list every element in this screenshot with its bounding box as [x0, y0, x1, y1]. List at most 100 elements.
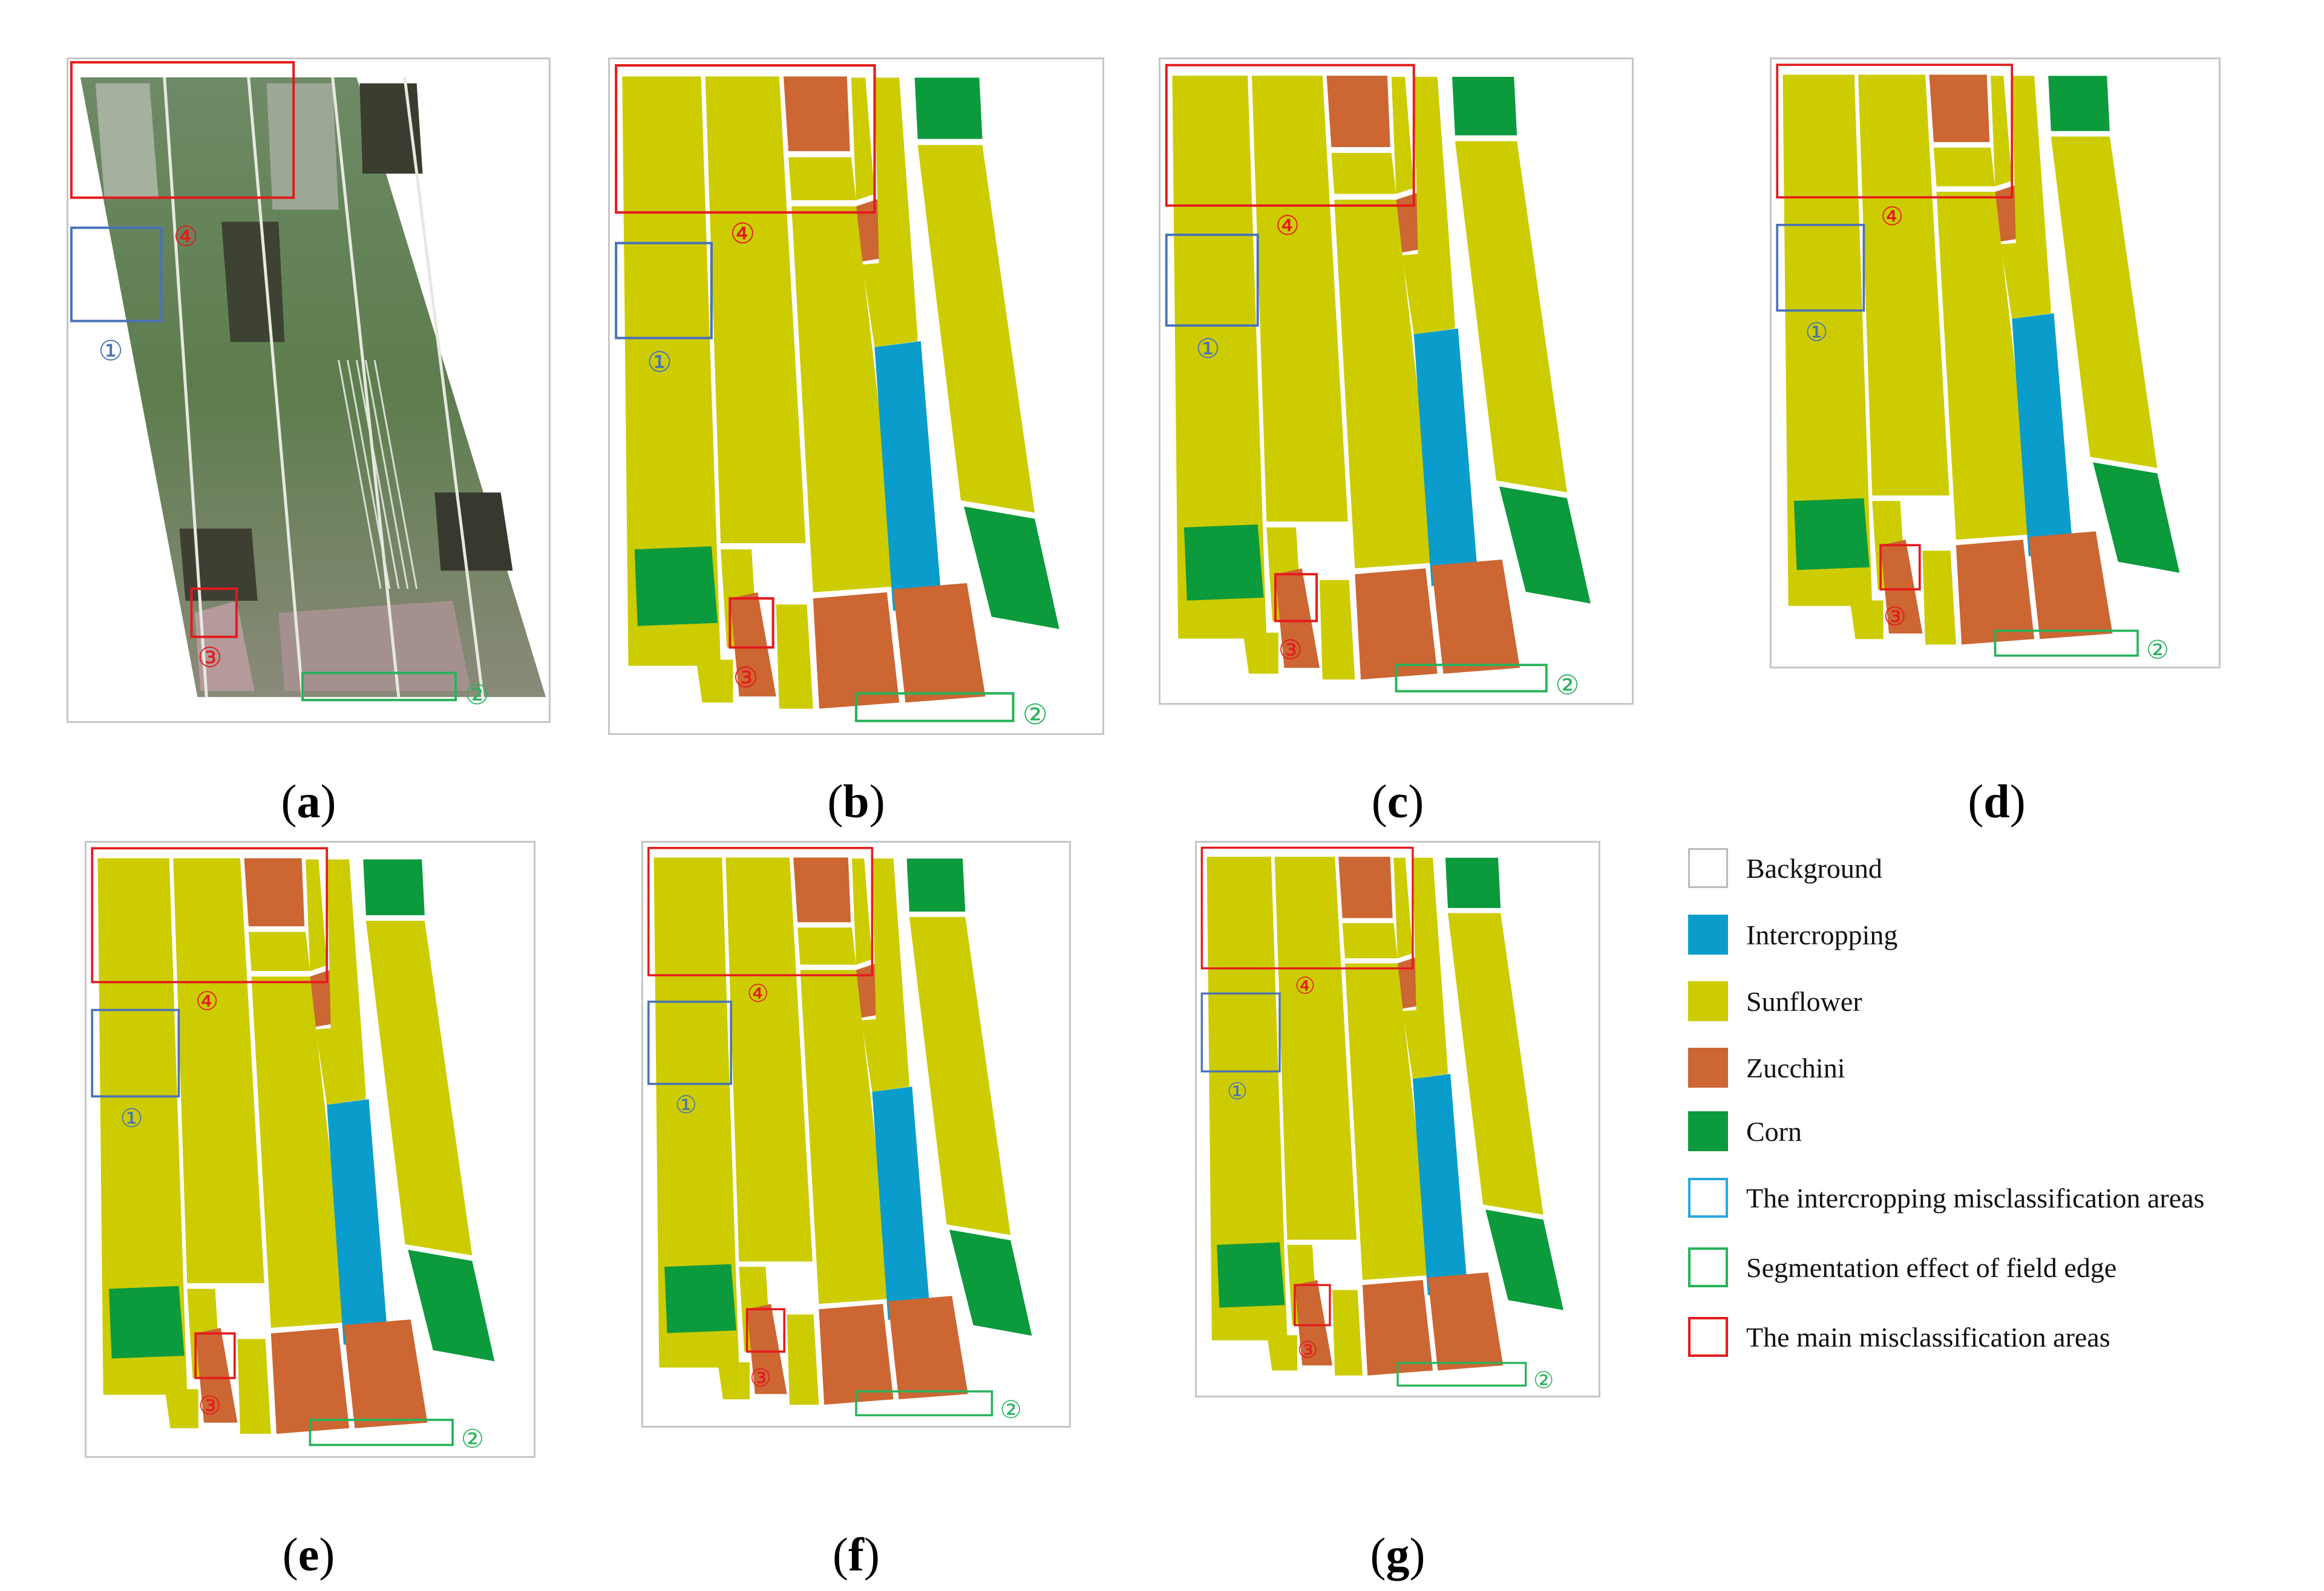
sunflower-field — [1319, 580, 1355, 680]
caption-f: (f) — [833, 1528, 880, 1581]
annotation-boxes — [1776, 64, 2139, 657]
zucchini-field — [1355, 568, 1438, 680]
corn-field — [906, 858, 966, 912]
field-parcels — [653, 857, 1032, 1405]
corn-field — [964, 506, 1059, 629]
marker-1: ① — [120, 1104, 143, 1134]
sunflower-field — [237, 1339, 271, 1434]
sunflower-field — [1243, 632, 1278, 674]
sunflower-field — [1251, 76, 1348, 522]
sunflower-field — [1858, 74, 1949, 496]
marker-4: ④ — [195, 987, 218, 1017]
sunflower-field — [917, 145, 1035, 513]
sunflower-field — [696, 659, 733, 703]
legend-item-intercropping: Intercropping — [1688, 910, 1897, 959]
classification-map: ④ ① ③ ② — [615, 64, 1059, 731]
legend-item-corn: Corn — [1688, 1107, 1802, 1155]
bright-field — [95, 83, 159, 198]
main-misclassification-box — [647, 847, 874, 976]
field-edge-box — [1396, 1362, 1527, 1387]
sunflower-field — [776, 604, 813, 709]
sunflower-field — [2051, 136, 2158, 468]
main-misclassification-box — [1274, 573, 1318, 622]
zucchini-field — [1275, 568, 1320, 668]
zucchini-field — [195, 1327, 238, 1423]
field-edge-box — [854, 692, 1015, 722]
intercropping-field — [872, 1086, 931, 1320]
sunflower-field — [1172, 76, 1267, 639]
legend-item-field-edge-box: Segmentation effect of field edge — [1688, 1243, 2116, 1292]
legend-swatch — [1688, 1317, 1728, 1357]
sunflower-field — [1206, 857, 1288, 1341]
sunflower-field — [1393, 857, 1413, 959]
main-misclassification-box — [615, 64, 876, 214]
field-parcels — [1782, 74, 2180, 645]
intercropping-field — [1413, 328, 1479, 586]
sunflower-field — [1342, 923, 1398, 959]
legend-swatch — [1688, 1247, 1728, 1287]
marker-2: ② — [2146, 635, 2169, 665]
caption-e: (e) — [282, 1528, 335, 1581]
sunflower-field — [1782, 74, 1873, 606]
sunflower-field — [1933, 148, 1995, 186]
marker-2: ② — [465, 679, 489, 711]
main-misclassification-box — [1879, 544, 1921, 591]
legend-swatch — [1688, 1178, 1728, 1218]
zucchini-field — [893, 583, 986, 703]
zucchini-field — [747, 1304, 787, 1394]
legend-item-sunflower: Sunflower — [1688, 977, 1862, 1025]
caption-g: (g) — [1370, 1528, 1425, 1581]
dark-field — [359, 83, 423, 174]
panel-f-classification: ④ ① ③ ② — [641, 841, 1071, 1428]
sunflower-field — [1922, 550, 1956, 645]
intercropping-misclassification-box — [91, 1008, 180, 1098]
field-edge-box — [301, 671, 457, 702]
classification-map: ④ ① ③ ② — [1776, 64, 2180, 665]
corn-field — [1217, 1242, 1285, 1308]
annotation-markers: ④ ① ③ ② — [647, 218, 1048, 731]
classification-map: ④ ① ③ ② — [1200, 846, 1563, 1394]
annotation-markers: ④ ① ③ ② — [675, 979, 1022, 1424]
corn-field — [1485, 1209, 1563, 1310]
main-misclassification-box — [1200, 846, 1414, 970]
sunflower-field — [1936, 192, 2035, 540]
field-parcels — [622, 76, 1059, 709]
caption-d: (d) — [1968, 775, 2026, 828]
marker-4: ④ — [747, 979, 769, 1008]
intercropping-misclassification-box — [70, 226, 163, 322]
annotation-boxes — [1165, 64, 1548, 693]
main-misclassification-box — [1165, 64, 1415, 207]
main-misclassification-box — [70, 60, 295, 199]
sunflower-field — [1412, 857, 1448, 1074]
annotation-boxes — [91, 847, 454, 1446]
sunflower-field — [165, 1389, 198, 1428]
sunflower-field — [1331, 152, 1396, 194]
intercropping-misclassification-box — [647, 1001, 732, 1085]
marker-2: ② — [1023, 699, 1048, 731]
sunflower-field — [1850, 600, 1884, 639]
sunflower-field — [874, 77, 918, 341]
marker-1: ① — [1196, 333, 1220, 364]
sunflower-field — [1991, 76, 2012, 186]
sunflower-field — [909, 916, 1011, 1235]
sunflower-field — [173, 858, 264, 1284]
main-misclassification-box — [91, 847, 329, 984]
marker-1: ① — [675, 1091, 697, 1119]
sunflower-field — [800, 970, 894, 1304]
intercropping-field — [2012, 313, 2074, 557]
marker-1: ① — [647, 347, 672, 379]
intercropping-misclassification-box — [1200, 992, 1281, 1073]
main-misclassification-box — [190, 587, 238, 638]
corn-field — [363, 859, 425, 915]
uav-orthophoto: ④ ① ③ ② — [70, 60, 546, 711]
caption-a: (a) — [281, 775, 336, 828]
dark-field — [221, 221, 285, 342]
sunflower-field — [851, 77, 875, 200]
marker-2: ② — [461, 1425, 484, 1454]
legend-item-zucchini: Zucchini — [1688, 1044, 1845, 1092]
sunflower-field — [851, 858, 872, 965]
sunflower-field — [791, 206, 900, 593]
legend-swatch — [1688, 1048, 1728, 1088]
corn-field — [1499, 486, 1591, 604]
panel-b-classification: ④ ① ③ ② — [608, 57, 1104, 735]
